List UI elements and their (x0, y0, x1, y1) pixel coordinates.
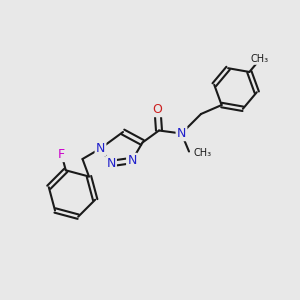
Text: N: N (177, 127, 186, 140)
Text: F: F (58, 148, 65, 161)
Text: N: N (127, 154, 137, 167)
Text: N: N (106, 157, 116, 170)
Text: N: N (96, 142, 105, 155)
Text: CH₃: CH₃ (251, 54, 269, 64)
Text: O: O (153, 103, 162, 116)
Text: CH₃: CH₃ (194, 148, 211, 158)
